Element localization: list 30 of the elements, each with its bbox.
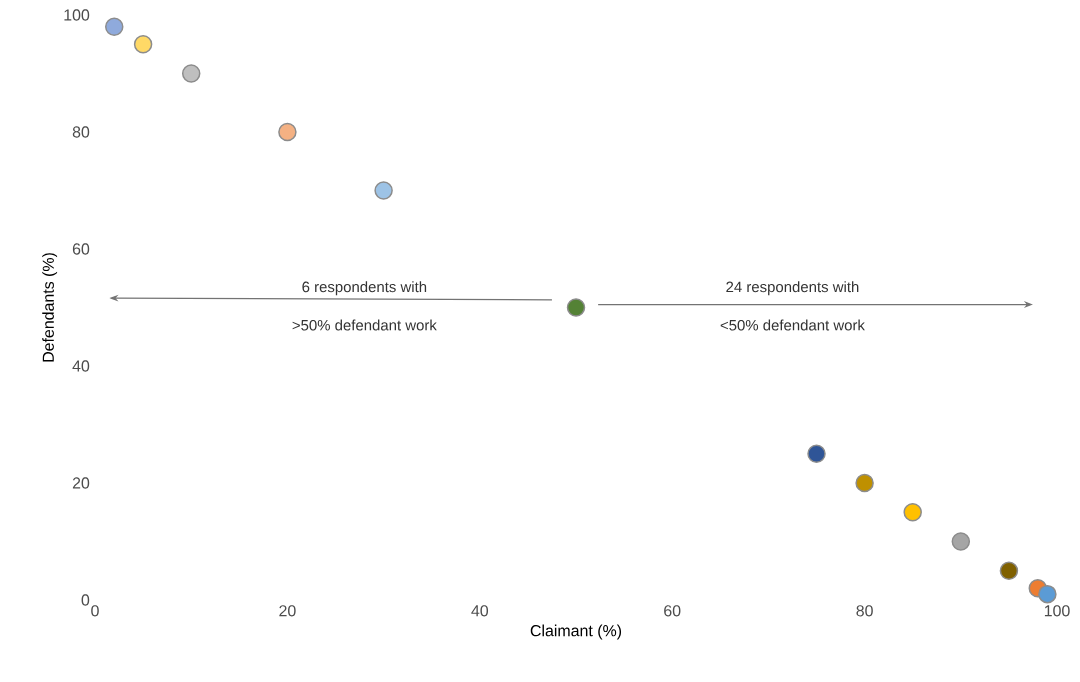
y-axis-title: Defendants (%) bbox=[42, 253, 58, 362]
annotation: 24 respondents with bbox=[726, 281, 859, 296]
point bbox=[181, 64, 201, 83]
x-tick-label: 80 bbox=[856, 605, 873, 617]
x-tick-label: 100 bbox=[1044, 605, 1070, 617]
point bbox=[1038, 584, 1057, 604]
point bbox=[278, 122, 297, 142]
annotation: >50% defendant work bbox=[292, 319, 437, 331]
y-tick-label: 0 bbox=[81, 594, 90, 606]
annotation: <50% defendant work bbox=[720, 319, 865, 331]
x-tick-label: 40 bbox=[471, 605, 489, 617]
y-tick-label: 60 bbox=[72, 243, 90, 255]
y-tick-label: 100 bbox=[64, 9, 90, 21]
point bbox=[951, 532, 971, 551]
point bbox=[374, 181, 393, 200]
point bbox=[807, 444, 826, 463]
x-tick-label: 0 bbox=[91, 605, 99, 617]
y-tick-label: 40 bbox=[72, 360, 90, 372]
point bbox=[133, 34, 153, 54]
y-tick-label: 20 bbox=[72, 477, 90, 489]
x-tick-label: 20 bbox=[279, 605, 296, 617]
annotation: 6 respondents with bbox=[302, 281, 427, 296]
x-tick-label: 60 bbox=[664, 605, 681, 617]
point bbox=[855, 473, 874, 493]
point bbox=[566, 298, 586, 317]
point bbox=[105, 17, 124, 36]
y-tick-label: 80 bbox=[72, 126, 90, 138]
x-axis-title: Claimant (%) bbox=[530, 624, 622, 640]
point bbox=[903, 502, 922, 522]
point bbox=[999, 561, 1019, 580]
